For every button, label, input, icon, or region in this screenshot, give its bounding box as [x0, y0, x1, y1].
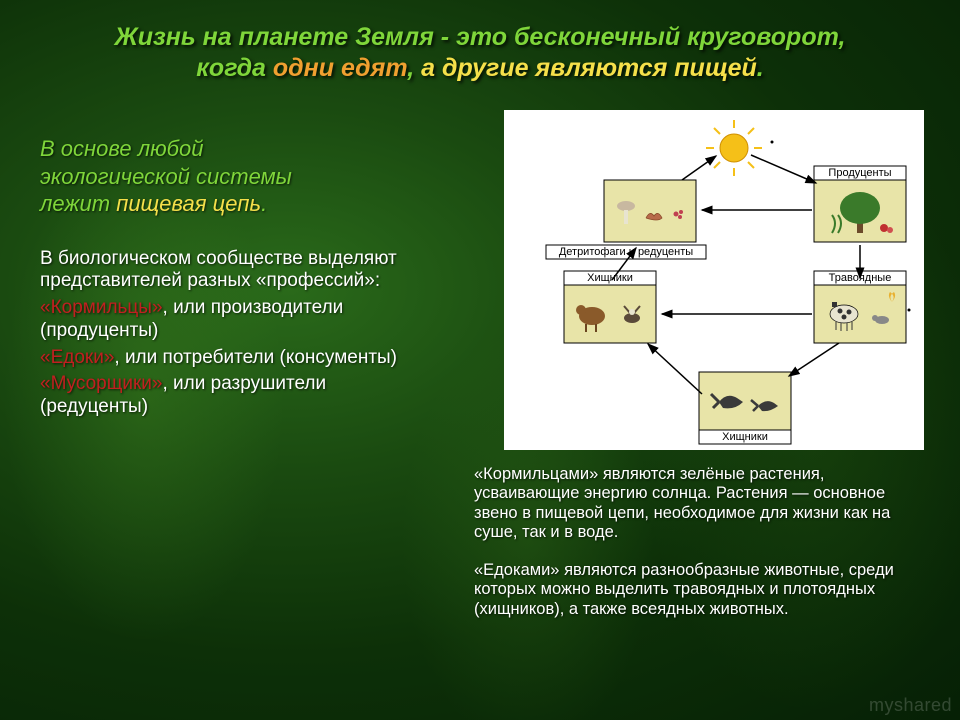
body-block: В биологическом сообществе выделяют пред… — [40, 248, 435, 420]
body-role2: «Едоки», или потребители (консументы) — [40, 347, 435, 370]
title-line2-b: а другие являются пищей — [421, 54, 757, 82]
node-predators-bottom: Хищники — [699, 372, 791, 444]
slide-root: Жизнь на планете Земля - это бесконечный… — [0, 0, 960, 720]
food-chain-diagram: Продуценты Травоядные — [504, 110, 924, 450]
title-line2-a: одни едят — [273, 54, 407, 82]
sun-icon — [706, 120, 762, 176]
body-role3: «Мусорщики», или разрушители (редуценты) — [40, 373, 435, 419]
right-p1: «Кормильцами» являются зелёные растения,… — [474, 465, 924, 543]
node-predators-left: Хищники — [564, 271, 656, 343]
role1-name: «Кормильцы» — [40, 297, 163, 318]
title-line1: Жизнь на планете Земля - это бесконечный… — [115, 23, 846, 51]
title-line2-mid: , — [407, 54, 421, 82]
label-predators2: Хищники — [722, 431, 768, 443]
node-detritus: Детритофаги и редуценты — [546, 180, 706, 259]
right-p2: «Едоками» являются разнообразные животны… — [474, 561, 924, 619]
role3-name: «Мусорщики» — [40, 373, 162, 394]
role2-desc: , или потребители (консументы) — [114, 347, 397, 368]
intro-l3c: . — [261, 191, 267, 216]
body-p1: В биологическом сообществе выделяют пред… — [40, 248, 435, 294]
node-producers: Продуценты — [814, 166, 906, 242]
right-column: «Кормильцами» являются зелёные растения,… — [474, 465, 924, 637]
watermark: myshared — [869, 695, 952, 716]
title-line2-end: . — [757, 54, 764, 82]
intro-l2: экологической системы — [40, 164, 292, 189]
intro-l3b: пищевая цепь — [116, 191, 261, 216]
label-producers: Продуценты — [828, 167, 891, 179]
role2-name: «Едоки» — [40, 347, 114, 368]
label-predators1: Хищники — [587, 272, 633, 284]
body-role1: «Кормильцы», или производители (продуцен… — [40, 297, 435, 343]
title-line2-pre: когда — [196, 54, 273, 82]
node-herbivores: Травоядные — [814, 271, 906, 343]
left-column: В основе любой экологической системы леж… — [40, 135, 435, 423]
intro-l1: В основе любой — [40, 136, 204, 161]
slide-title: Жизнь на планете Земля - это бесконечный… — [0, 22, 960, 85]
diagram-svg: Продуценты Травоядные — [504, 110, 924, 450]
intro-block: В основе любой экологической системы леж… — [40, 135, 435, 218]
label-detritus: Детритофаги и редуценты — [559, 246, 693, 258]
intro-l3a: лежит — [40, 191, 116, 216]
